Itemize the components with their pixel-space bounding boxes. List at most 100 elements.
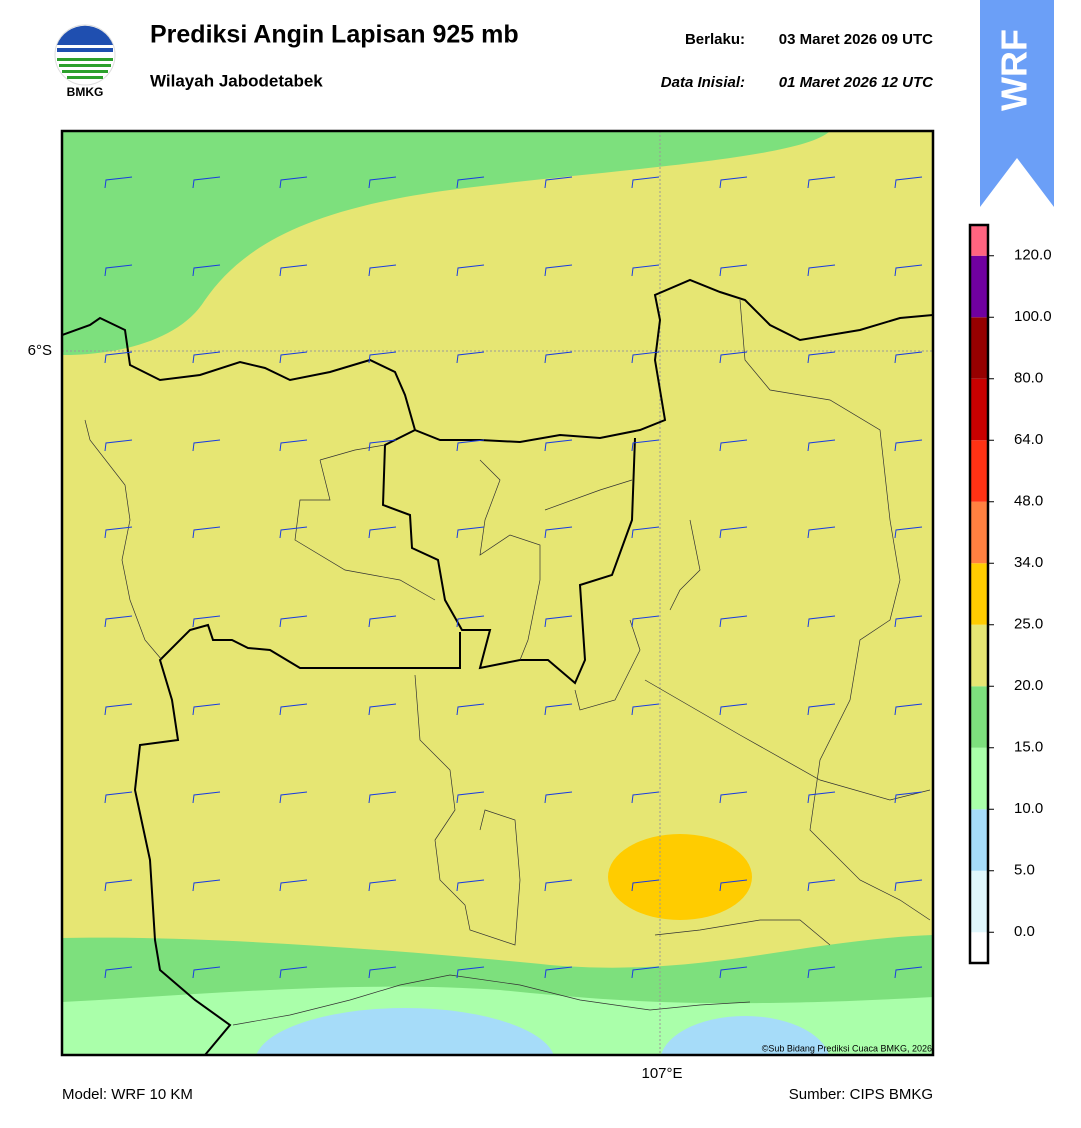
- title: Prediksi Angin Lapisan 925 mb: [150, 21, 519, 49]
- valid-time: 03 Maret 2026 09 UTC: [779, 31, 933, 48]
- wind-barb: [104, 439, 133, 452]
- copyright: ©Sub Bidang Prediksi Cuaca BMKG, 2026: [762, 1043, 932, 1053]
- colorbar-tick-label: 20.0: [1014, 677, 1043, 694]
- init-label: Data Inisial:: [661, 74, 745, 91]
- colorbar-segment: [970, 686, 988, 748]
- wind-barb: [807, 879, 836, 892]
- wind-barb: [279, 966, 308, 979]
- subtitle: Wilayah Jabodetabek: [150, 71, 323, 90]
- wind-barb: [456, 351, 485, 364]
- wind-barb: [719, 791, 748, 804]
- wind-barb: [544, 439, 573, 452]
- wind-barb: [894, 966, 923, 979]
- wind-barb: [456, 526, 485, 539]
- wind-barb: [456, 615, 485, 628]
- wind-barb: [807, 526, 836, 539]
- colorbar-tick-label: 120.0: [1014, 247, 1052, 264]
- wind-barb: [192, 176, 221, 189]
- wind-barb: [279, 176, 308, 189]
- colorbar-tick-label: 64.0: [1014, 431, 1043, 448]
- wind-barb: [719, 879, 748, 892]
- logo-text: BMKG: [67, 85, 104, 99]
- colorbar-tick-label: 10.0: [1014, 800, 1043, 817]
- colorbar-segment: [970, 747, 988, 810]
- colorbar-tick-label: 48.0: [1014, 493, 1043, 510]
- wind-barb: [368, 703, 397, 716]
- wind-barb: [192, 439, 221, 452]
- wind-barb: [192, 526, 221, 539]
- wind-barb: [631, 879, 660, 892]
- wind-barb: [544, 176, 573, 189]
- colorbar-tick-label: 25.0: [1014, 616, 1043, 633]
- colorbar-segment: [970, 440, 988, 502]
- wind-barb: [456, 439, 485, 452]
- wind-barb: [368, 526, 397, 539]
- wind-barb: [719, 615, 748, 628]
- colorbar-segment: [970, 870, 988, 933]
- wind-barb: [368, 439, 397, 452]
- wind-barb: [279, 615, 308, 628]
- lon-label: 107°E: [641, 1065, 682, 1082]
- wind-barb: [807, 791, 836, 804]
- wind-barb: [104, 526, 133, 539]
- wind-barb: [807, 264, 836, 277]
- wind-barb: [368, 176, 397, 189]
- colorbar-tick-label: 5.0: [1014, 862, 1035, 879]
- colorbar-tick-label: 80.0: [1014, 370, 1043, 387]
- wind-barb: [456, 966, 485, 979]
- wind-barb: [807, 351, 836, 364]
- wind-barb: [631, 791, 660, 804]
- colorbar-frame: [968, 223, 990, 965]
- wind-barb: [894, 879, 923, 892]
- wind-barb: [456, 879, 485, 892]
- wind-barb: [456, 264, 485, 277]
- wind-barb: [368, 264, 397, 277]
- wind-barb: [544, 526, 573, 539]
- wind-barb: [719, 526, 748, 539]
- colorbar-tick-label: 100.0: [1014, 308, 1052, 325]
- banner-text: WRF: [994, 29, 1035, 111]
- wind-barb: [368, 879, 397, 892]
- wind-barb: [104, 615, 133, 628]
- wind-barb: [631, 264, 660, 277]
- wind-barb: [104, 264, 133, 277]
- colorbar-segment: [970, 225, 988, 256]
- colorbar-segment: [970, 932, 988, 963]
- wind-barb: [631, 439, 660, 452]
- wind-barb: [894, 176, 923, 189]
- wind-barb: [456, 791, 485, 804]
- wind-barb: [104, 879, 133, 892]
- wind-barb: [192, 966, 221, 979]
- wind-barb: [631, 351, 660, 364]
- colorbar-segment: [970, 809, 988, 871]
- wind-barb: [104, 176, 133, 189]
- footer-source: Sumber: CIPS BMKG: [789, 1086, 933, 1103]
- wind-barb: [279, 791, 308, 804]
- wind-barb: [807, 439, 836, 452]
- wind-barb: [894, 264, 923, 277]
- wind-barb: [544, 966, 573, 979]
- wind-barb: [192, 615, 221, 628]
- wind-barb: [807, 176, 836, 189]
- wind-barb: [279, 351, 308, 364]
- wind-barb: [544, 615, 573, 628]
- wind-barb: [719, 703, 748, 716]
- wind-barb: [192, 351, 221, 364]
- wind-barb: [631, 615, 660, 628]
- colorbar-segment: [970, 255, 988, 318]
- wind-barb: [894, 351, 923, 364]
- colorbar-tick-label: 34.0: [1014, 554, 1043, 571]
- wind-barb: [631, 526, 660, 539]
- wind-barb: [456, 703, 485, 716]
- colorbar-segment: [970, 501, 988, 564]
- wind-barb: [456, 176, 485, 189]
- wind-barb: [719, 351, 748, 364]
- wind-barb: [807, 615, 836, 628]
- wind-barb: [192, 264, 221, 277]
- colorbar-tick-label: 0.0: [1014, 923, 1035, 940]
- wind-barb: [544, 791, 573, 804]
- lat-label: 6°S: [28, 342, 52, 359]
- wind-barb: [279, 703, 308, 716]
- map-frame: [60, 129, 935, 1057]
- wind-barb: [544, 351, 573, 364]
